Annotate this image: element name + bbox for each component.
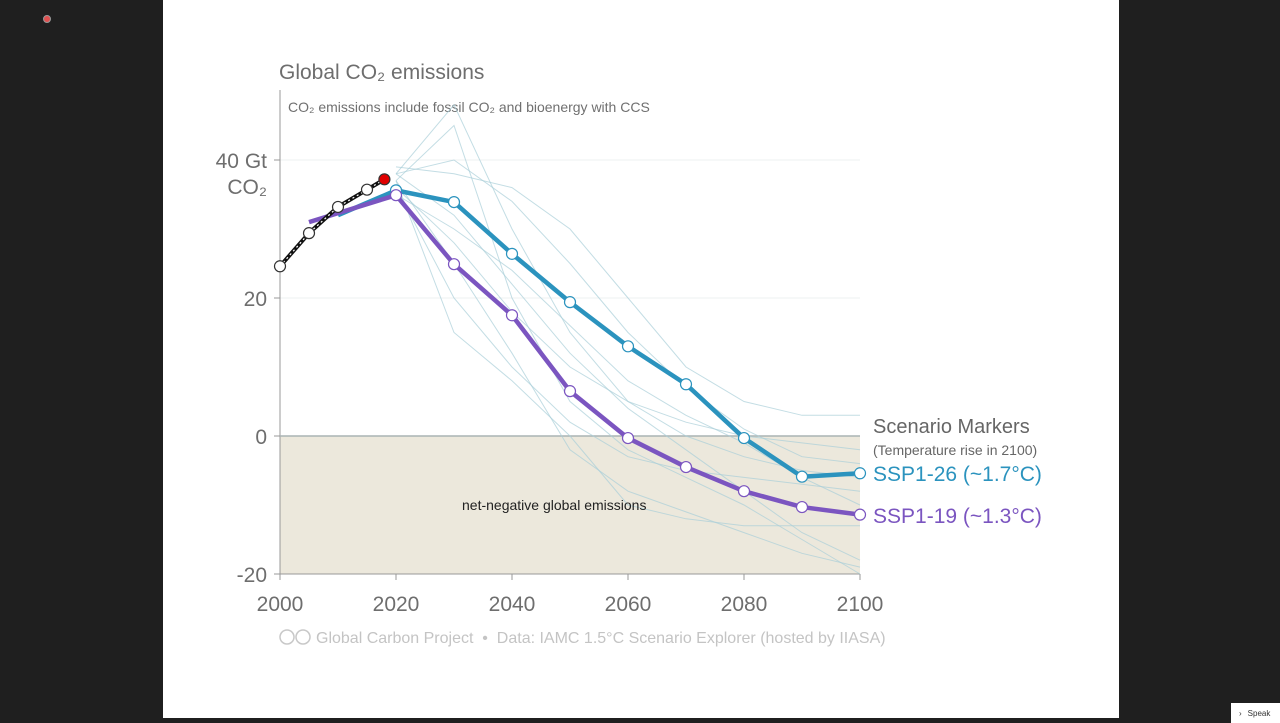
scenario-line [395, 124, 861, 575]
legend-ssp119: SSP1-19 (~1.3°C) [873, 505, 1042, 528]
historical-point [360, 183, 374, 196]
ssp126-point [795, 470, 809, 483]
y-tick-label: 40 Gt [216, 150, 268, 173]
ssp119-line [308, 192, 861, 517]
scenario-line [395, 180, 860, 527]
chart-footer: Global Carbon Project • Data: IAMC 1.5°C… [316, 630, 886, 647]
historical-point [273, 260, 287, 273]
ssp119-point [563, 385, 577, 398]
ssp119-point [447, 258, 461, 271]
historical-point [302, 227, 316, 240]
chart-subtitle: CO₂ emissions include fossil CO₂ and bio… [288, 99, 650, 115]
recording-indicator-icon [43, 15, 51, 23]
y-tick-label: -20 [237, 564, 267, 587]
scenario-line [395, 180, 861, 568]
ssp126-point [621, 340, 635, 353]
y-tick-label: 20 [244, 288, 267, 311]
ssp119-point [679, 460, 693, 474]
legend-subtitle: (Temperature rise in 2100) [873, 442, 1037, 458]
x-tick-label: 2060 [605, 593, 652, 616]
chart-title: Global CO₂ emissions [279, 61, 484, 84]
historical-point [331, 200, 345, 214]
ssp119-point [737, 485, 751, 498]
ssp126-point [505, 247, 519, 260]
y-tick-label: 0 [255, 426, 267, 449]
ssp119-point [795, 500, 809, 514]
scenario-line [395, 166, 860, 416]
ssp126-line [337, 188, 861, 479]
x-tick-label: 2000 [257, 593, 304, 616]
x-tick-label: 2080 [721, 593, 768, 616]
scenario-line [395, 173, 861, 561]
historical-point [378, 173, 391, 186]
chevron-right-icon: › [1239, 708, 1242, 718]
legend-title: Scenario Markers [873, 416, 1030, 438]
scenario-line [395, 159, 861, 465]
legend-ssp126: SSP1-26 (~1.7°C) [873, 463, 1042, 486]
speaker-label: Speak [1247, 708, 1271, 718]
scenario-line [395, 187, 861, 492]
x-tick-label: 2040 [489, 593, 536, 616]
ssp126-point [737, 431, 751, 445]
net-negative-annotation: net-negative global emissions [462, 497, 646, 513]
ssp126-point [447, 195, 461, 209]
ssp126-point [679, 378, 693, 391]
speaker-view-button[interactable]: › Speak [1231, 703, 1280, 723]
y-axis-unit: CO₂ [227, 176, 267, 199]
x-tick-label: 2100 [837, 593, 884, 616]
ssp119-point [853, 508, 867, 521]
ssp119-point [621, 431, 635, 445]
ssp126-point [853, 467, 867, 480]
ssp119-point [505, 309, 519, 322]
cc-license-icon [279, 629, 311, 645]
scenario-line [395, 187, 861, 451]
ssp126-point [563, 296, 577, 309]
ssp119-point [389, 189, 403, 202]
presentation-slide [163, 0, 1119, 718]
x-tick-label: 2020 [373, 593, 420, 616]
